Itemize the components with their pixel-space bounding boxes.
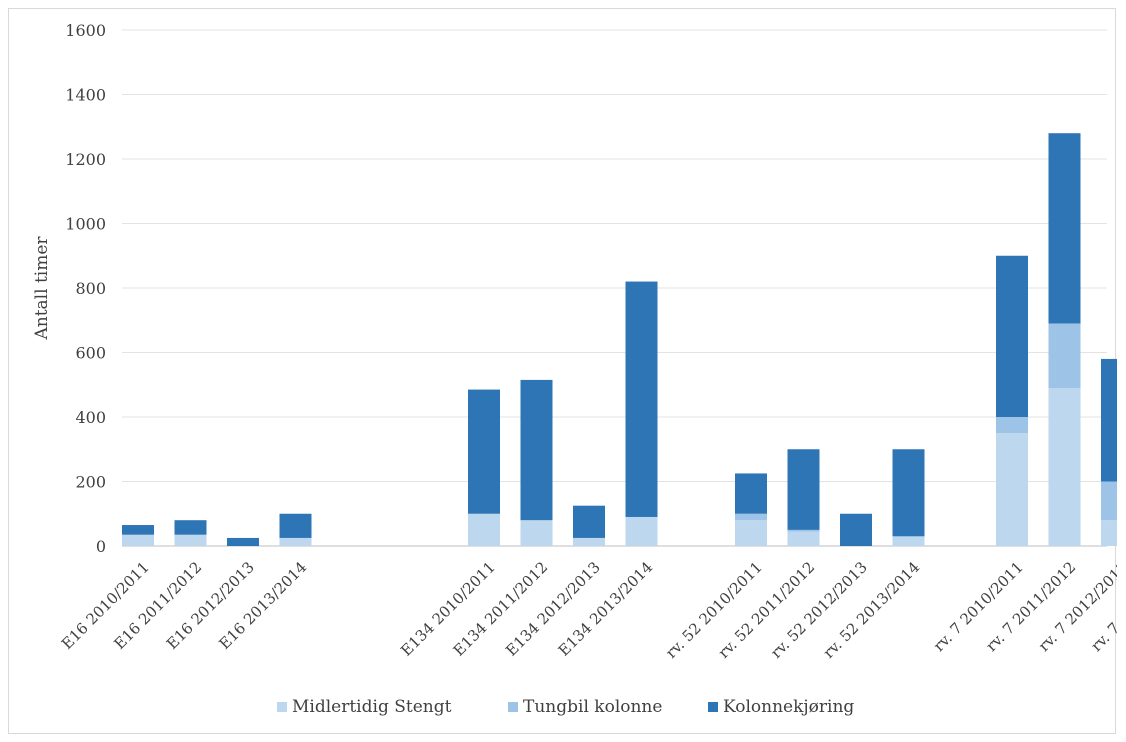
x-tick-label: E134 2012/2013 [502, 558, 604, 660]
x-tick-label: E134 2011/2012 [450, 558, 552, 660]
legend-label-1: Midlertidig Stengt [292, 697, 452, 717]
bar-segment-3 [892, 449, 925, 537]
bar-segment-1 [520, 520, 553, 546]
y-axis-ticks: 0 200 400 600 800 1000 1200 1400 1600 [65, 21, 106, 556]
bar-segment-1 [1101, 520, 1126, 546]
stacked-bar-chart: 0 200 400 600 800 1000 1200 1400 1600 Antall tim… [32, 21, 1126, 717]
bar-segment-3 [787, 449, 820, 530]
bar-segment-3 [735, 473, 767, 514]
bar-segment-1 [1048, 387, 1081, 546]
bar-segment-1 [625, 516, 658, 546]
legend-swatch-1 [277, 702, 287, 712]
x-tick-label: rv. 52 2013/2014 [820, 558, 924, 662]
y-tick-label: 200 [75, 473, 106, 492]
y-tick-label: 1400 [65, 86, 106, 105]
bar-segment-1 [122, 534, 154, 546]
bar-segment-2 [1101, 481, 1126, 521]
bar-segment-3 [520, 379, 553, 521]
legend: Midlertidig Stengt Tungbil kolonne Kolonne… [277, 697, 854, 717]
y-tick-label: 400 [75, 408, 106, 427]
bar-segment-3 [122, 525, 154, 535]
x-tick-label: E134 2013/2014 [555, 558, 657, 660]
bar-segment-2 [996, 417, 1028, 434]
x-tick-label: rv. 52 2011/2012 [715, 558, 819, 662]
gridlines [122, 29, 1107, 547]
y-tick-label: 600 [75, 344, 106, 363]
bar-segment-3 [279, 513, 312, 538]
chart-frame: 0 200 400 600 800 1000 1200 1400 1600 Antall tim… [8, 8, 1126, 734]
bar-segment-2 [787, 529, 820, 532]
bar-segment-2 [735, 513, 767, 521]
legend-label-3: Kolonnekjøring [723, 697, 854, 717]
bars [122, 133, 1126, 546]
bar-segment-1 [996, 433, 1028, 546]
bar-segment-3 [625, 281, 658, 517]
y-tick-label: 1200 [65, 150, 106, 169]
bar-segment-3 [227, 537, 259, 546]
bar-segment-1 [468, 513, 500, 546]
bar-segment-3 [174, 520, 207, 535]
bar-segment-1 [892, 536, 925, 546]
bar-segment-3 [996, 255, 1028, 417]
legend-swatch-2 [508, 702, 518, 712]
legend-label-2: Tungbil kolonne [523, 697, 662, 717]
bar-segment-2 [1048, 323, 1081, 388]
y-axis-title: Antall timer [32, 236, 52, 341]
bar-segment-1 [279, 537, 312, 546]
x-tick-label: rv. 52 2010/2011 [662, 558, 766, 662]
y-tick-label: 1600 [65, 21, 106, 40]
x-tick-label: rv. 7 2010/2011 [930, 558, 1027, 655]
y-tick-label: 800 [75, 279, 106, 298]
bar-segment-1 [735, 520, 767, 546]
bar-segment-3 [840, 513, 872, 546]
x-tick-label: rv. 7 2011/2012 [982, 558, 1079, 655]
x-tick-label: rv. 52 2012/2013 [767, 558, 871, 662]
y-tick-label: 1000 [65, 215, 106, 234]
legend-swatch-3 [708, 702, 718, 712]
bar-segment-1 [573, 537, 605, 546]
y-tick-label: 0 [96, 537, 106, 556]
bar-segment-3 [1048, 133, 1081, 324]
x-tick-label: E16 2010/2011 [58, 558, 153, 653]
bar-segment-3 [1101, 358, 1126, 482]
bar-segment-1 [787, 531, 820, 546]
x-tick-label: E134 2010/2011 [397, 558, 499, 660]
bar-segment-3 [573, 505, 605, 538]
bar-segment-1 [174, 534, 207, 546]
bar-segment-3 [468, 389, 500, 514]
